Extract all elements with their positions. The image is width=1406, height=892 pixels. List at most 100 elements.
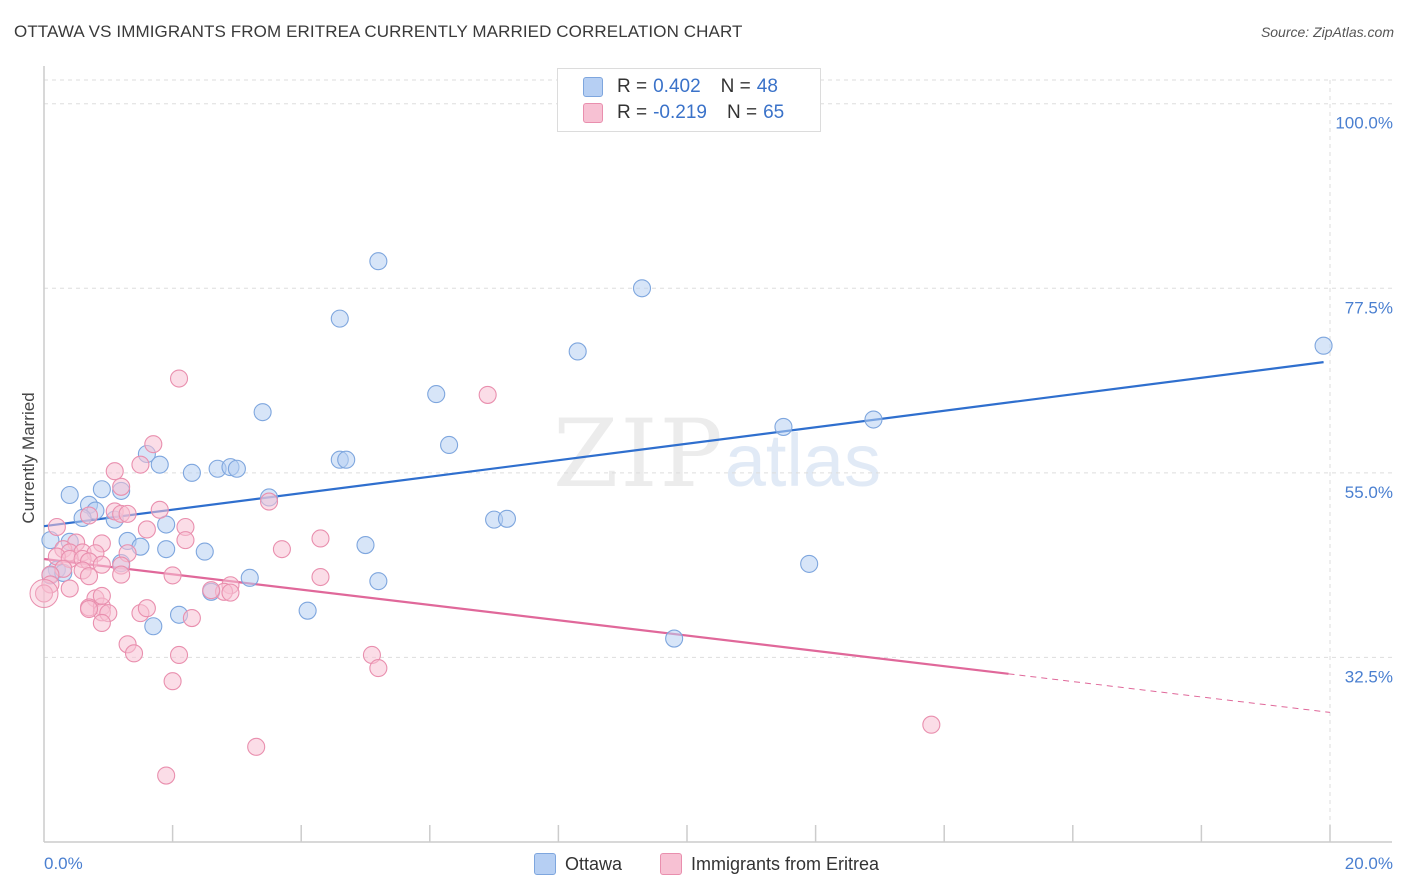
ottawa-swatch [534, 853, 556, 875]
eritrea-point [247, 737, 266, 756]
legend-row-ottawa: R = 0.402 N = 48 [583, 75, 778, 99]
trend-layer [43, 361, 1331, 713]
eritrea-swatch [660, 853, 682, 875]
eritrea-trend-extension [1008, 673, 1331, 713]
eritrea-point [105, 462, 124, 481]
ottawa-point [253, 403, 272, 422]
eritrea-point [118, 504, 137, 523]
chart-title: OTTAWA VS IMMIGRANTS FROM ERITREA CURREN… [14, 22, 743, 41]
y-tick-label: 32.5% [1345, 667, 1393, 686]
source-credit: Source: ZipAtlas.com [1260, 24, 1394, 40]
ottawa-trend-line [43, 361, 1324, 528]
eritrea-r-value: -0.219 [653, 102, 707, 123]
x-tick-label: 0.0% [44, 854, 83, 873]
ottawa-point [92, 480, 111, 499]
eritrea-point [92, 613, 111, 633]
y-tick-label: 77.5% [1345, 298, 1393, 317]
eritrea-legend-label: Immigrants from Eritrea [691, 853, 880, 874]
ottawa-point [150, 455, 169, 474]
ottawa-point [369, 572, 388, 591]
eritrea-point [137, 599, 156, 618]
r-label: R = [617, 76, 648, 97]
eritrea-point [478, 385, 497, 404]
ottawa-point [632, 279, 652, 298]
ottawa-legend-label: Ottawa [565, 853, 623, 874]
eritrea-point [47, 517, 66, 537]
eritrea-point [79, 506, 99, 525]
eritrea-point [92, 555, 111, 574]
eritrea-n-value: 65 [763, 102, 785, 123]
ottawa-point [440, 435, 459, 455]
eritrea-point [150, 500, 169, 519]
eritrea-point [112, 477, 131, 496]
eritrea-point [259, 492, 279, 511]
n-label: N = [720, 76, 751, 97]
y-tick-label: 100.0% [1335, 114, 1393, 133]
stats-legend: R = 0.402 N = 48 R = -0.219 N = 65 [557, 68, 821, 132]
ottawa-point [774, 417, 793, 436]
eritrea-point [311, 529, 330, 548]
ottawa-point [864, 410, 883, 429]
eritrea-trend-line [43, 557, 1009, 675]
ottawa-point [427, 385, 446, 404]
eritrea-point [79, 599, 99, 619]
eritrea-point [169, 645, 189, 665]
ottawa-point [369, 252, 388, 271]
eritrea-point [272, 540, 291, 559]
eritrea-point [137, 520, 156, 539]
ottawa-point [800, 554, 819, 573]
eritrea-point [157, 766, 176, 785]
ottawa-point [330, 309, 349, 328]
eritrea-point [369, 659, 388, 678]
ottawa-swatch [583, 77, 603, 97]
x-tick-label: 20.0% [1345, 854, 1393, 873]
n-label: N = [726, 102, 758, 123]
ottawa-n-value: 48 [756, 76, 778, 97]
bottom-legend-ottawa[interactable]: Ottawa [534, 852, 622, 876]
eritrea-point [131, 455, 150, 474]
ottawa-point [60, 485, 79, 505]
eritrea-point [163, 672, 182, 691]
eritrea-point [163, 566, 182, 585]
eritrea-point [29, 578, 59, 608]
ottawa-point [298, 601, 317, 620]
ottawa-point [227, 459, 246, 478]
eritrea-point [92, 586, 111, 605]
eritrea-swatch [583, 103, 603, 123]
eritrea-point [34, 584, 54, 603]
eritrea-point [60, 579, 79, 598]
ottawa-point [195, 542, 214, 561]
points-layer [29, 252, 1333, 785]
ottawa-point [497, 509, 517, 528]
grid-layer [44, 79, 1392, 842]
ottawa-point [182, 463, 201, 482]
ottawa-point [240, 568, 259, 587]
axis-layer [43, 66, 1392, 843]
y-axis-label: Currently Married [19, 392, 38, 523]
ottawa-point [1314, 336, 1333, 355]
eritrea-point [169, 369, 189, 388]
ottawa-point [665, 629, 684, 648]
eritrea-point [311, 567, 330, 587]
eritrea-point [221, 583, 240, 602]
bottom-legend-eritrea[interactable]: Immigrants from Eritrea [660, 852, 879, 876]
eritrea-point [112, 565, 131, 584]
eritrea-point [176, 531, 195, 550]
ottawa-point [157, 540, 176, 559]
legend-row-eritrea: R = -0.219 N = 65 [583, 101, 784, 125]
eritrea-point [79, 567, 99, 586]
ottawa-point [356, 535, 375, 555]
ottawa-r-value: 0.402 [653, 76, 701, 97]
ottawa-point [144, 617, 163, 636]
eritrea-point [144, 435, 163, 454]
r-label: R = [617, 102, 648, 123]
ottawa-point [568, 342, 587, 361]
label-layer: 32.5% 55.0% 77.5% 100.0% 0.0% 20.0% Currently … [19, 114, 1393, 873]
y-tick-label: 55.0% [1345, 483, 1393, 502]
eritrea-point [922, 715, 941, 734]
ottawa-point [337, 450, 356, 469]
eritrea-point [124, 644, 144, 663]
eritrea-point [182, 609, 201, 628]
eritrea-point [202, 581, 221, 600]
